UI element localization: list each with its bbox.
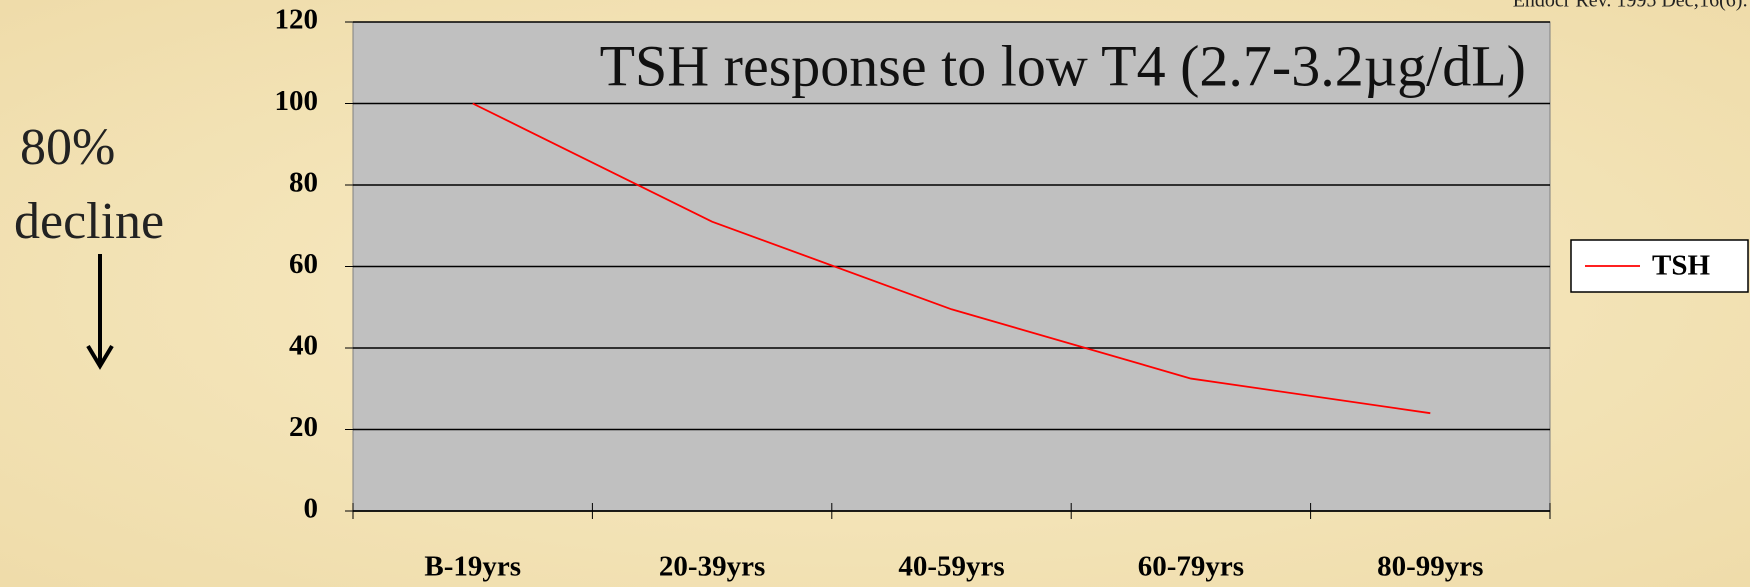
y-tick-label: 60 (289, 248, 318, 280)
x-tick-label: B-19yrs (424, 551, 521, 583)
y-tick-label: 0 (304, 493, 319, 525)
source: Endocr Rev. 1995 Dec;16(6): (1513, 0, 1748, 12)
arrow-head (86, 344, 114, 370)
y-tick-label: 100 (275, 85, 319, 117)
legend-label: TSH (1652, 250, 1710, 282)
y-tick-label: 20 (289, 411, 318, 443)
y-tick-label: 40 (289, 330, 318, 362)
y-tick-label: 120 (275, 4, 319, 36)
layer: 0 20 40 60 80 100 120 B-19yrs 20-39yrs 40-59yrs 60… (275, 4, 1551, 583)
line (472, 102, 1431, 415)
chart-title: TSH response to low T4 (2.7-3.2µg/dL) (600, 33, 1526, 98)
x-tick-label: 40-59yrs (898, 551, 1004, 583)
x-tick-label: 20-39yrs (659, 551, 765, 583)
annotation-line: 80% (20, 119, 115, 176)
y-tick-label: 80 (289, 167, 318, 199)
annotation-line: decline (14, 193, 164, 250)
x-tick-label: 80-99yrs (1377, 551, 1483, 583)
x-tick-label: 60-79yrs (1138, 551, 1244, 583)
annotation: 80% decline (14, 119, 164, 250)
